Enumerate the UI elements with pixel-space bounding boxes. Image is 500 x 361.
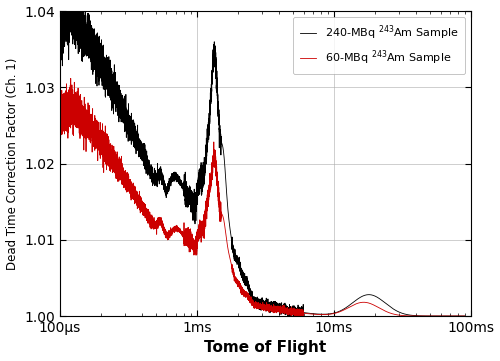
Line: 240-MBq $^{243}$Am Sample: 240-MBq $^{243}$Am Sample — [60, 0, 464, 316]
Line: 60-MBq $^{243}$Am Sample: 60-MBq $^{243}$Am Sample — [60, 78, 464, 316]
60-MBq $^{243}$Am Sample — [462, 314, 468, 318]
60-MBq $^{243}$Am Sample — [292, 314, 298, 318]
60-MBq $^{243}$Am Sample — [264, 306, 270, 310]
X-axis label: Tome of Flight: Tome of Flight — [204, 340, 326, 356]
240-MBq $^{243}$Am Sample — [288, 314, 294, 318]
60-MBq $^{243}$Am Sample — [270, 307, 276, 312]
60-MBq $^{243}$Am Sample — [57, 116, 63, 121]
240-MBq $^{243}$Am Sample — [264, 306, 270, 310]
60-MBq $^{243}$Am Sample — [68, 76, 73, 81]
60-MBq $^{243}$Am Sample — [162, 227, 168, 231]
240-MBq $^{243}$Am Sample — [57, 27, 63, 31]
240-MBq $^{243}$Am Sample — [78, 28, 84, 32]
60-MBq $^{243}$Am Sample — [303, 312, 309, 316]
Y-axis label: Dead Time Correction Factor (Ch. 1): Dead Time Correction Factor (Ch. 1) — [6, 57, 18, 270]
240-MBq $^{243}$Am Sample — [462, 314, 468, 318]
240-MBq $^{243}$Am Sample — [303, 311, 309, 315]
60-MBq $^{243}$Am Sample — [78, 118, 84, 122]
60-MBq $^{243}$Am Sample — [117, 178, 123, 182]
240-MBq $^{243}$Am Sample — [117, 102, 123, 106]
240-MBq $^{243}$Am Sample — [162, 183, 168, 188]
Legend: 240-MBq $^{243}$Am Sample, 60-MBq $^{243}$Am Sample: 240-MBq $^{243}$Am Sample, 60-MBq $^{243… — [293, 17, 466, 74]
240-MBq $^{243}$Am Sample — [270, 304, 276, 308]
